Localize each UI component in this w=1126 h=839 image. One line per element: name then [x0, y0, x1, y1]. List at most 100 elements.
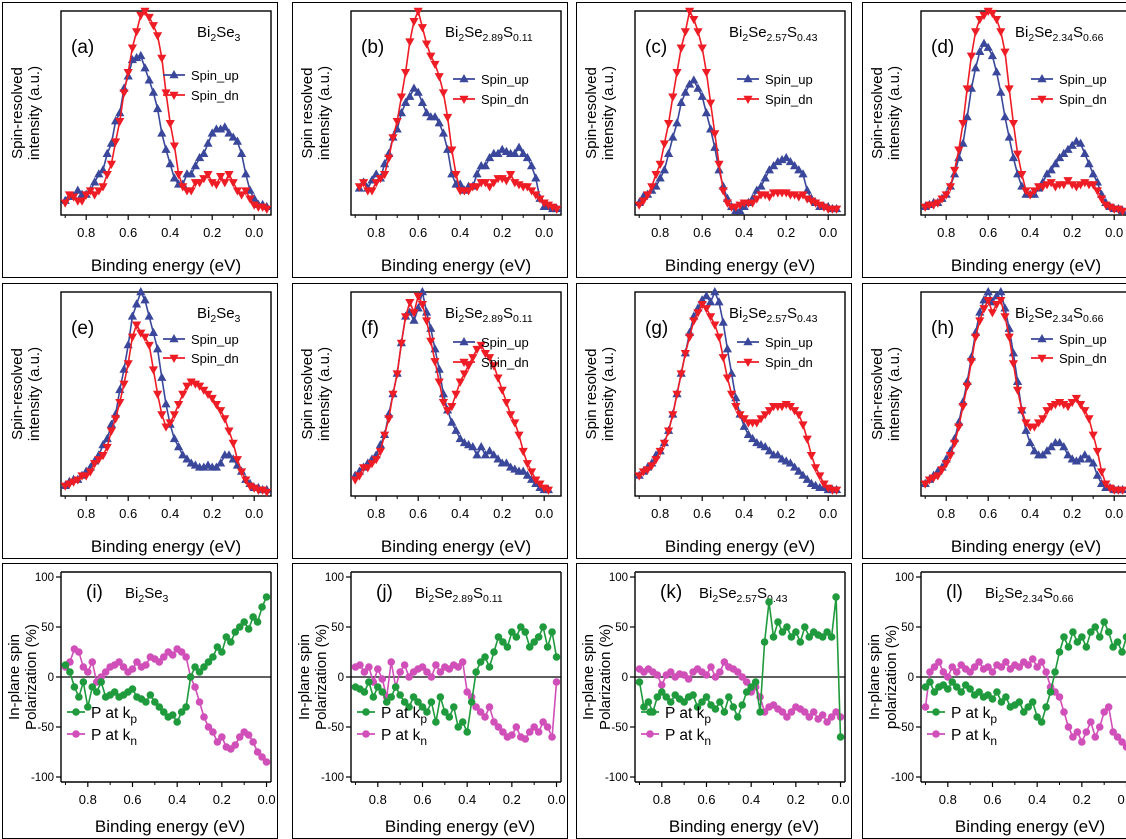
- data-point: [173, 718, 181, 726]
- data-point: [963, 383, 972, 391]
- data-point: [1065, 723, 1073, 731]
- panel-letter: (i): [86, 582, 103, 603]
- data-point: [258, 603, 266, 611]
- data-point: [432, 718, 440, 726]
- data-point: [988, 51, 997, 59]
- formula-part: Bi: [729, 305, 742, 322]
- legend-text: P at k: [951, 705, 991, 722]
- x-tick-label: 0.6: [413, 792, 431, 807]
- x-tick-label: 0.8: [651, 506, 669, 521]
- formula-part: 2.57: [737, 593, 758, 605]
- y-tick-label: 0: [908, 672, 914, 684]
- legend-label: Spin_up: [191, 332, 239, 347]
- data-point: [815, 472, 824, 480]
- formula-part: 2.34: [1053, 313, 1074, 325]
- data-point: [989, 695, 997, 703]
- formula-part: Se: [748, 24, 766, 41]
- data-point: [149, 88, 158, 96]
- x-tick-label: 0.8: [367, 225, 385, 240]
- data-point: [783, 623, 791, 631]
- data-point: [502, 399, 511, 407]
- series-line: [355, 296, 548, 490]
- x-tick-label: 0.8: [653, 792, 671, 807]
- data-point: [1000, 112, 1009, 120]
- data-point: [1096, 723, 1104, 731]
- data-point: [958, 403, 967, 411]
- legend-subscript: p: [420, 712, 427, 726]
- data-point: [149, 22, 158, 30]
- panel-letter: (g): [645, 318, 668, 339]
- x-tick-label: 0.0: [257, 792, 275, 807]
- legend-subscript: n: [130, 734, 137, 748]
- legend-subscript: p: [704, 712, 711, 726]
- data-point: [75, 648, 83, 656]
- legend-text: P at k: [665, 705, 705, 722]
- data-point: [1091, 623, 1099, 631]
- data-point: [723, 344, 732, 352]
- data-point: [1038, 658, 1046, 666]
- data-point: [950, 167, 959, 175]
- y-axis-label-line: intensity (a.u.): [316, 66, 333, 160]
- x-tick-label: 0.6: [123, 792, 141, 807]
- data-point: [1051, 668, 1059, 676]
- data-point: [703, 671, 711, 679]
- data-point: [828, 633, 836, 641]
- data-point: [140, 334, 149, 342]
- x-tick-label: 0.4: [451, 225, 469, 240]
- data-point: [169, 711, 177, 719]
- y-axis-label-line: Spin-resolved: [869, 67, 886, 159]
- y-tick-label: 100: [325, 572, 344, 584]
- data-point: [119, 89, 128, 97]
- data-point: [149, 328, 158, 336]
- data-point: [493, 374, 502, 382]
- data-point: [957, 688, 965, 696]
- data-point: [792, 628, 800, 636]
- data-point: [218, 733, 226, 741]
- data-point: [944, 685, 952, 693]
- x-tick-label: 0.6: [409, 225, 427, 240]
- data-point: [719, 354, 728, 362]
- y-axis-label-line: In-plane spin: [580, 634, 597, 720]
- formula-part: 0.11: [513, 32, 533, 44]
- data-point: [182, 703, 190, 711]
- panel-letter: (e): [71, 318, 94, 339]
- data-point: [1042, 703, 1050, 711]
- data-point: [254, 618, 262, 626]
- data-point: [801, 623, 809, 631]
- data-point: [685, 8, 694, 16]
- data-point: [220, 179, 229, 187]
- data-point: [128, 311, 137, 319]
- data-point: [660, 140, 669, 148]
- data-point: [738, 701, 746, 709]
- y-tick-label: -100: [605, 772, 628, 784]
- formula-part: S: [1043, 585, 1053, 602]
- x-tick-label: 0.4: [1021, 225, 1039, 240]
- data-point: [178, 391, 187, 399]
- data-point: [237, 149, 246, 157]
- data-point: [935, 658, 943, 666]
- data-point: [677, 98, 686, 106]
- data-point: [88, 658, 96, 666]
- y-tick-label: 0: [48, 672, 54, 684]
- data-point: [387, 693, 395, 701]
- formula-part: 2.57: [767, 313, 788, 325]
- data-point: [405, 92, 414, 100]
- y-axis-label-line: intensity (a.u.): [26, 347, 43, 441]
- data-point: [702, 69, 711, 77]
- x-axis-label: Binding energy (eV): [955, 817, 1105, 836]
- data-point: [374, 665, 382, 673]
- y-axis-label-line: Polarization (%): [23, 624, 40, 730]
- data-point: [685, 675, 693, 683]
- x-tick-label: 0.6: [119, 506, 137, 521]
- data-point: [689, 317, 698, 325]
- formula-part: Se: [216, 24, 234, 41]
- data-point: [498, 387, 507, 395]
- data-point: [387, 658, 395, 666]
- data-point: [142, 698, 150, 706]
- data-point: [191, 161, 200, 169]
- data-point: [1114, 638, 1122, 646]
